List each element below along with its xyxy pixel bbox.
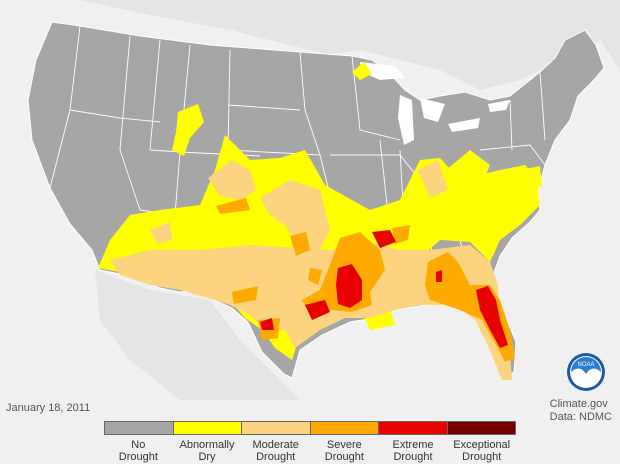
legend-label-severe: Severe Drought xyxy=(324,439,364,463)
legend-label-no-drought: No Drought xyxy=(118,439,158,463)
legend-label-abnormally-dry: Abnormally Dry xyxy=(179,439,235,463)
drought-extreme xyxy=(260,230,508,348)
noaa-logo-text: NOAA xyxy=(577,362,594,368)
drought-map: NOAA xyxy=(0,0,620,400)
legend-label-moderate: Moderate Drought xyxy=(252,439,299,463)
canada-land xyxy=(0,0,620,90)
legend-swatch-exceptional xyxy=(447,422,515,434)
great-lakes xyxy=(360,62,510,145)
legend-label-exceptional: Exceptional Drought xyxy=(453,439,511,463)
legend-labels: No Drought Abnormally Dry Moderate Drought … xyxy=(104,439,516,463)
legend-swatch-extreme xyxy=(379,422,448,434)
credit-source: Climate.gov xyxy=(549,398,608,410)
legend-swatch-moderate xyxy=(242,422,311,434)
legend-swatches xyxy=(104,421,516,435)
legend-swatch-abnormally-dry xyxy=(173,422,242,434)
legend-label-extreme: Extreme Drought xyxy=(392,439,434,463)
noaa-logo: NOAA xyxy=(567,353,605,391)
map-date: January 18, 2011 xyxy=(6,402,91,414)
credit-data: Data: NDMC xyxy=(549,411,612,423)
mexico-land xyxy=(95,270,300,400)
legend-swatch-no-drought xyxy=(105,422,174,434)
map-credit: Climate.gov Data: NDMC xyxy=(550,398,612,424)
drought-legend: No Drought Abnormally Dry Moderate Drought … xyxy=(104,421,516,463)
legend-swatch-severe xyxy=(310,422,379,434)
